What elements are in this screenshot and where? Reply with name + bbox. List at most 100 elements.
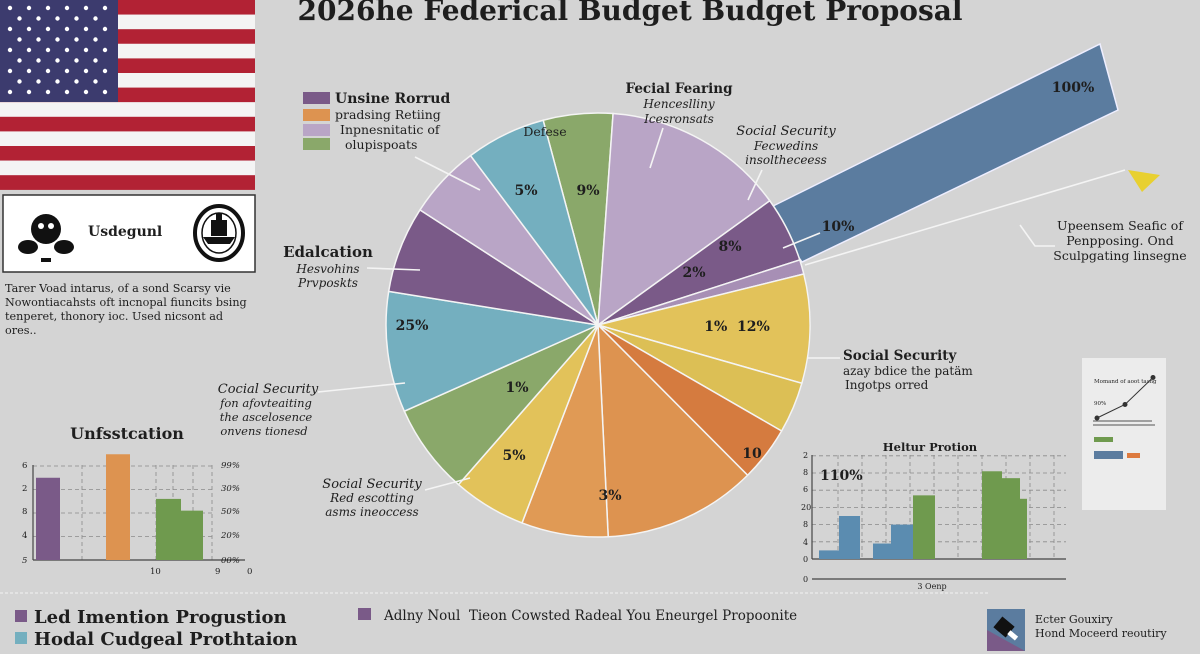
svg-text:Nowontiacahsts oft incnopal fi: Nowontiacahsts oft incnopal fiuncits bsi… — [5, 296, 247, 309]
svg-text:Prvposkts: Prvposkts — [297, 276, 358, 290]
svg-text:0: 0 — [803, 555, 808, 564]
svg-text:tenperet, thonory ioc. Used ni: tenperet, thonory ioc. Used nicsont ad — [5, 310, 223, 323]
bar — [106, 454, 130, 560]
top-legend: Unsine Rorrud pradsing Retiing Inpnesnit… — [303, 91, 450, 152]
page-title: 2026he Federical Budget Budget Proposal — [298, 0, 963, 27]
legend-swatch — [303, 92, 330, 104]
legend-swatch — [15, 632, 27, 644]
line-point — [1122, 402, 1128, 407]
bar — [982, 471, 1002, 559]
pie-chart — [385, 112, 811, 538]
bar — [913, 495, 935, 559]
svg-text:2: 2 — [22, 484, 27, 494]
svg-text:8: 8 — [803, 468, 808, 477]
legend-swatch — [303, 109, 330, 121]
legend-swatch — [303, 138, 330, 150]
svg-text:fon afovteaiting: fon afovteaiting — [219, 396, 312, 410]
pie-labels: 9% 8% 2% 1% 12% 10 3% 5% 1% 25% 5% — [396, 183, 770, 504]
line-point — [1094, 415, 1100, 421]
svg-text:Edalcation: Edalcation — [283, 243, 373, 261]
pie-slice — [597, 112, 771, 327]
bottom-legend: Led Imention Progustion Hodal Cudgeal Pr… — [15, 607, 298, 650]
bar — [36, 477, 60, 560]
slice-label: 8% — [718, 239, 741, 255]
svg-text:asms ineoccess: asms ineoccess — [325, 505, 418, 519]
svg-text:5: 5 — [22, 556, 27, 566]
svg-text:10: 10 — [150, 567, 161, 577]
legend-label: Hodal Cudgeal Prothtaion — [34, 629, 298, 650]
svg-text:20%: 20% — [220, 531, 240, 541]
svg-text:Social Security: Social Security — [322, 477, 422, 492]
pie-slice — [385, 290, 601, 413]
svg-text:Fecwedins: Fecwedins — [753, 139, 818, 153]
seal-icon — [193, 204, 245, 262]
svg-text:Ecter Gouxiry: Ecter Gouxiry — [1035, 613, 1113, 626]
svg-text:Upeensem Seafic of: Upeensem Seafic of — [1057, 218, 1184, 233]
svg-text:insoltheceess: insoltheceess — [745, 153, 827, 167]
svg-text:0: 0 — [803, 575, 808, 584]
svg-text:Sculpgating linsegne: Sculpgating linsegne — [1053, 248, 1186, 263]
svg-text:00%: 00% — [221, 556, 240, 566]
bar — [873, 543, 891, 559]
legend-swatch — [303, 124, 330, 136]
callout-lines — [317, 127, 1055, 491]
svg-text:Icesronsats: Icesronsats — [643, 112, 714, 126]
slice-label: 9% — [576, 183, 599, 199]
legend-label: olupispoats — [345, 137, 417, 152]
svg-text:Tarer Voad intarus, of a sond: Tarer Voad intarus, of a sond Scarsy vie — [5, 282, 231, 295]
right-chart-title: Heltur Protion — [883, 440, 978, 454]
svg-text:9: 9 — [215, 567, 220, 577]
callout-cocial: Cocial Security fon afovteaiting the asc… — [218, 382, 319, 438]
svg-text:50%: 50% — [221, 507, 240, 517]
legend-swatch — [358, 608, 371, 620]
svg-text:Cocial Security: Cocial Security — [218, 382, 319, 397]
intro-text: Tarer Voad intarus, of a sond Scarsy vie… — [5, 282, 247, 337]
svg-text:Hond Moceerd reoutiry: Hond Moceerd reoutiry — [1035, 627, 1167, 640]
callout-federal: Fecial Fearing Henceslliny Icesronsats — [625, 81, 733, 126]
svg-text:90%: 90% — [1094, 401, 1106, 407]
svg-text:Social Security: Social Security — [736, 124, 836, 139]
legend-label: Adlny Noul Tieon Cowsted Radeal You Eneu… — [383, 608, 797, 624]
slice-label: 5% — [514, 183, 537, 199]
svg-text:azay bdice the patäm: azay bdice the patäm — [843, 364, 973, 378]
svg-text:0: 0 — [247, 567, 252, 577]
svg-text:4: 4 — [22, 531, 27, 541]
mascot-icon — [18, 214, 74, 262]
us-flag-icon — [0, 0, 255, 190]
callout-social-bottom: Social Security Red escotting asms ineoc… — [322, 477, 422, 519]
svg-text:6: 6 — [22, 461, 27, 471]
svg-text:Ingotps orred: Ingotps orred — [845, 378, 929, 392]
svg-text:onvens tionesd: onvens tionesd — [220, 424, 307, 438]
line-point — [1150, 375, 1156, 380]
slice-label: 1% 12% — [704, 319, 770, 335]
bar — [1020, 498, 1027, 559]
legend-swatch — [15, 610, 27, 622]
callout-upeensem: Upeensem Seafic of Penpposing. Ond Sculp… — [1053, 218, 1186, 263]
svg-text:2: 2 — [803, 451, 808, 460]
legend-label: pradsing Retiing — [335, 107, 441, 122]
left-chart-title: Unfsstcation — [70, 424, 184, 443]
slice-label: 25% — [396, 318, 429, 334]
slice-label: 1% — [505, 380, 528, 396]
svg-text:the ascelosence: the ascelosence — [220, 410, 313, 424]
bar-label-10: 10% — [822, 219, 855, 235]
svg-text:8: 8 — [803, 520, 808, 529]
bar — [1002, 478, 1020, 559]
pie-slice — [469, 119, 599, 326]
right-chart-annotation: 110% — [820, 468, 863, 484]
slice-label: 5% — [502, 448, 525, 464]
svg-text:Penpposing. Ond: Penpposing. Ond — [1066, 233, 1174, 248]
bar-label-100: 100% — [1052, 80, 1095, 96]
gavel-icon — [987, 609, 1025, 651]
logo-name: Usdegunl — [88, 224, 162, 240]
svg-text:Red escotting: Red escotting — [329, 491, 414, 505]
callout-defense: Defese — [523, 124, 566, 139]
slice-label: 3% — [598, 488, 621, 504]
callout-education: Edalcation Hesvohins Prvposkts — [283, 243, 373, 290]
legend-label: Led Imention Progustion — [34, 607, 287, 628]
callout-social-top: Social Security Fecwedins insoltheceess — [736, 124, 836, 167]
svg-text:Henceslliny: Henceslliny — [642, 97, 715, 111]
callout-social-right: Social Security azay bdice the patäm Ing… — [843, 348, 973, 392]
svg-text:30%: 30% — [221, 484, 240, 494]
